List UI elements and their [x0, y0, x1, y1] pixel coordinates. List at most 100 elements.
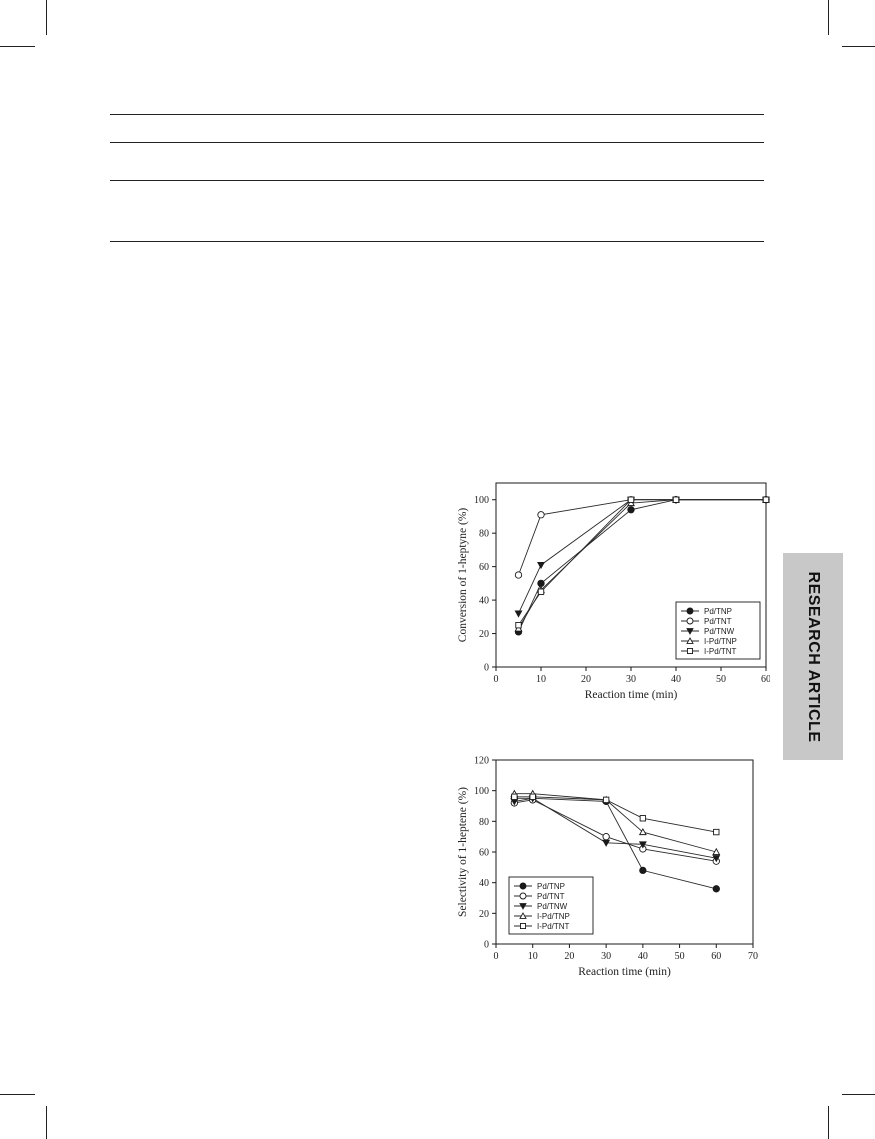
y-tick-label: 80 — [479, 529, 489, 540]
data-point — [529, 793, 536, 800]
x-tick-label: 10 — [536, 674, 546, 685]
series-i-pd-tnt — [515, 496, 770, 629]
data-point — [712, 885, 720, 893]
legend-label: I-Pd/TNT — [704, 647, 737, 656]
legend-marker — [519, 892, 527, 900]
data-point — [713, 828, 720, 836]
data-point — [712, 847, 721, 856]
y-tick-label: 40 — [479, 596, 489, 607]
legend-item: I-Pd/TNP — [514, 912, 570, 921]
x-tick-label: 60 — [711, 951, 721, 962]
legend-item: I-Pd/TNT — [681, 647, 737, 656]
x-tick-label: 0 — [494, 674, 499, 685]
crop-mark — [46, 0, 47, 35]
data-point — [627, 496, 635, 503]
legend-item: Pd/TNT — [514, 892, 565, 901]
legend-label: Pd/TNW — [704, 627, 735, 636]
y-tick-label: 40 — [479, 878, 489, 889]
x-tick-label: 50 — [675, 951, 685, 962]
crop-mark — [842, 1094, 875, 1095]
legend-label: I-Pd/TNT — [537, 922, 570, 931]
section-tab-label: RESEARCH ARTICLE — [805, 571, 822, 742]
legend-label: Pd/TNP — [537, 882, 565, 891]
data-point — [638, 827, 647, 836]
x-tick-label: 30 — [601, 951, 611, 962]
legend-item: I-Pd/TNP — [681, 637, 737, 646]
legend-item: Pd/TNP — [681, 607, 732, 616]
legend-item: Pd/TNW — [514, 902, 568, 911]
y-tick-label: 60 — [479, 848, 489, 859]
x-tick-label: 70 — [748, 951, 758, 962]
axes: 0 10 20 30 40 50 60 70 0 20 40 60 80 100 120 — [474, 756, 758, 963]
series-line — [514, 797, 717, 859]
conversion-chart: 0 10 20 30 40 50 60 0 20 40 60 80 100 Reaction time (… — [457, 482, 770, 701]
legend-marker — [686, 617, 694, 625]
legend-label: Pd/TNT — [704, 617, 732, 626]
data-point — [638, 841, 647, 849]
crop-mark — [828, 0, 829, 35]
data-point — [712, 855, 721, 863]
data-point — [537, 588, 545, 595]
crop-mark — [0, 46, 35, 47]
y-tick-label: 100 — [474, 495, 489, 506]
data-point — [602, 833, 610, 841]
y-axis-label: Conversion of 1-heptyne (%) — [457, 508, 469, 643]
legend-marker — [519, 922, 526, 929]
series-pd-tnt — [514, 496, 770, 579]
series-pd-tnt — [510, 796, 720, 865]
legend-marker — [519, 882, 527, 890]
x-tick-label: 40 — [671, 674, 681, 685]
series-line — [514, 796, 717, 833]
crop-mark — [0, 1094, 35, 1095]
data-point — [537, 579, 545, 588]
y-tick-label: 20 — [479, 629, 489, 640]
legend-item: Pd/TNW — [681, 627, 735, 636]
legend-item: I-Pd/TNT — [514, 922, 570, 931]
data-point — [514, 610, 523, 618]
selectivity-chart: 0 10 20 30 40 50 60 70 0 20 40 60 80 100 120 Reaction t… — [457, 756, 758, 979]
legend-label: Pd/TNW — [537, 902, 568, 911]
data-point — [672, 496, 680, 503]
table-rule-top — [110, 114, 764, 115]
data-point — [602, 796, 610, 804]
data-point — [602, 839, 611, 847]
data-point — [627, 506, 635, 514]
table-rule-header — [110, 142, 764, 143]
y-tick-label: 60 — [479, 562, 489, 573]
legend-marker — [519, 903, 527, 910]
series-line — [518, 499, 766, 576]
series-line — [518, 499, 766, 614]
data-point — [515, 622, 522, 629]
y-tick-label: 80 — [479, 817, 489, 828]
crop-mark — [842, 46, 875, 47]
legend-label: I-Pd/TNP — [537, 912, 570, 921]
x-tick-label: 50 — [716, 674, 726, 685]
legend-item: Pd/TNP — [514, 882, 565, 891]
data-point — [514, 571, 523, 579]
x-tick-label: 30 — [626, 674, 636, 685]
section-tab: RESEARCH ARTICLE — [783, 553, 843, 760]
legend-item: Pd/TNT — [681, 617, 732, 626]
y-tick-label: 0 — [484, 940, 489, 951]
crop-mark — [46, 1106, 47, 1139]
legend-marker — [686, 637, 694, 644]
x-tick-label: 0 — [494, 951, 499, 962]
x-tick-label: 10 — [528, 951, 538, 962]
x-tick-label: 20 — [564, 951, 574, 962]
series-pd-tnw — [514, 496, 770, 618]
table-rule-body — [110, 180, 764, 181]
y-tick-label: 0 — [484, 663, 489, 674]
crop-mark — [828, 1106, 829, 1139]
data-point — [639, 815, 647, 822]
x-axis-label: Reaction time (min) — [578, 966, 671, 978]
legend-marker — [686, 647, 693, 654]
y-tick-label: 20 — [479, 909, 489, 920]
legend-marker — [519, 912, 527, 919]
legend-label: Pd/TNT — [537, 892, 565, 901]
data-point — [511, 793, 518, 800]
x-tick-label: 40 — [638, 951, 648, 962]
x-axis-label: Reaction time (min) — [585, 689, 678, 701]
series-i-pd-tnt — [511, 793, 720, 836]
